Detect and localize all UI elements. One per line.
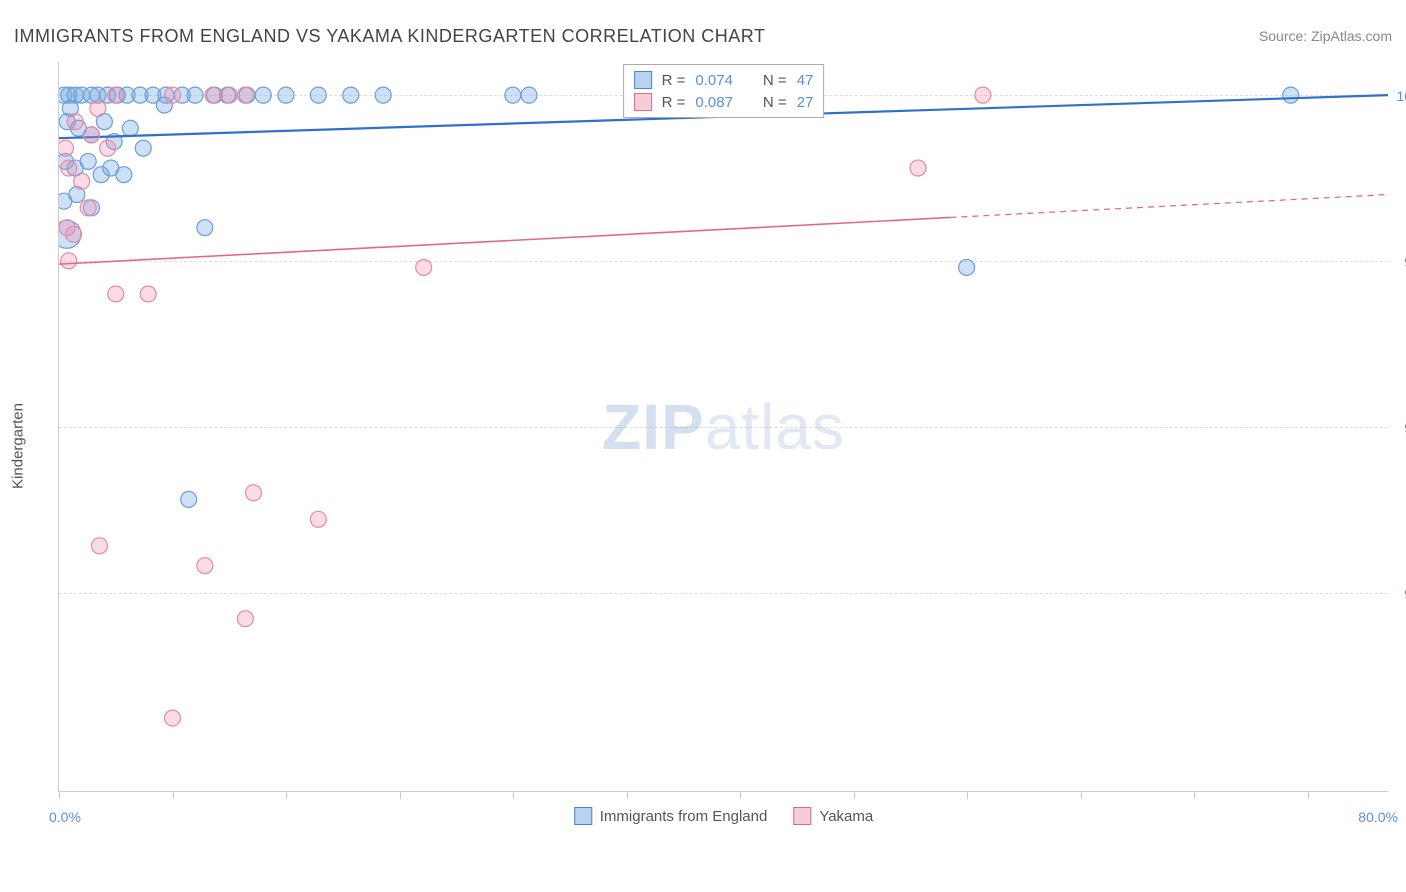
scatter-point [92,538,108,554]
stats-n-value-1: 27 [797,94,814,111]
y-tick-label: 92.5% [1394,586,1406,602]
stats-r-label-0: R = [662,72,686,89]
bottom-legend: Immigrants from England Yakama [574,807,874,825]
scatter-point [164,710,180,726]
scatter-point [416,259,432,275]
stats-n-label-0: N = [763,72,787,89]
scatter-point [343,87,359,103]
stats-row-yakama: R = 0.087 N = 27 [634,91,814,113]
scatter-point [221,87,237,103]
x-axis-min-label: 0.0% [49,809,81,825]
legend-item-yakama: Yakama [793,807,873,825]
scatter-point [959,259,975,275]
stats-r-value-0: 0.074 [695,72,733,89]
swatch-yakama [634,93,652,111]
scatter-point [505,87,521,103]
scatter-point [108,286,124,302]
stats-row-england: R = 0.074 N = 47 [634,69,814,91]
chart-svg [59,62,1388,791]
stats-r-label-1: R = [662,94,686,111]
scatter-point [197,220,213,236]
x-tick [1081,791,1082,799]
y-tick-label: 97.5% [1394,254,1406,270]
legend-item-england: Immigrants from England [574,807,768,825]
scatter-point [116,167,132,183]
x-tick [854,791,855,799]
scatter-point [975,87,991,103]
x-tick [173,791,174,799]
scatter-point [375,87,391,103]
trend-line-extrapolated [950,195,1388,218]
scatter-point [310,511,326,527]
x-tick [1194,791,1195,799]
scatter-point [521,87,537,103]
x-tick [400,791,401,799]
scatter-point [61,160,77,176]
scatter-point [205,87,221,103]
x-tick [59,791,60,799]
scatter-point [278,87,294,103]
legend-label-england: Immigrants from England [600,808,768,825]
x-tick [740,791,741,799]
scatter-point [181,491,197,507]
legend-swatch-england [574,807,592,825]
correlation-stats-box: R = 0.074 N = 47 R = 0.087 N = 27 [623,64,825,118]
stats-n-value-0: 47 [797,72,814,89]
scatter-point [197,558,213,574]
x-tick [1308,791,1309,799]
y-tick-label: 100.0% [1394,88,1406,104]
y-axis-label: Kindergarten [10,403,27,489]
scatter-point [237,87,253,103]
scatter-point [255,87,271,103]
swatch-england [634,71,652,89]
chart-source: Source: ZipAtlas.com [1259,28,1392,44]
scatter-point [122,120,138,136]
x-tick [627,791,628,799]
scatter-point [100,140,116,156]
scatter-point [187,87,203,103]
x-tick [513,791,514,799]
scatter-point [237,611,253,627]
scatter-point [80,200,96,216]
scatter-point [90,100,106,116]
scatter-point [74,173,90,189]
scatter-point [310,87,326,103]
chart-header: IMMIGRANTS FROM ENGLAND VS YAKAMA KINDER… [14,22,1392,50]
stats-r-value-1: 0.087 [695,94,733,111]
scatter-point [61,253,77,269]
scatter-point [83,127,99,143]
chart-title: IMMIGRANTS FROM ENGLAND VS YAKAMA KINDER… [14,26,765,47]
scatter-point [910,160,926,176]
scatter-point [1283,87,1299,103]
scatter-point [80,153,96,169]
scatter-point [108,87,124,103]
legend-label-yakama: Yakama [819,808,873,825]
scatter-point [140,286,156,302]
x-axis-max-label: 80.0% [1358,809,1398,825]
scatter-point [164,87,180,103]
legend-swatch-yakama [793,807,811,825]
trend-line [59,217,950,264]
x-tick [286,791,287,799]
scatter-point [59,140,73,156]
plot-area: ZIPatlas 100.0%97.5%95.0%92.5% 0.0% 80.0… [58,62,1388,792]
scatter-point [135,140,151,156]
scatter-point [66,226,82,242]
scatter-point [67,114,83,130]
scatter-point [245,485,261,501]
y-tick-label: 95.0% [1394,420,1406,436]
x-tick [967,791,968,799]
stats-n-label-1: N = [763,94,787,111]
